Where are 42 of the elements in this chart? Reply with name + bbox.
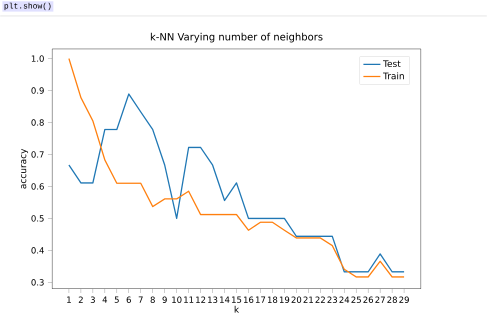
x-tick-label: 2 bbox=[78, 296, 83, 303]
x-tick-label: 11 bbox=[184, 296, 194, 303]
x-tick-label: 12 bbox=[196, 296, 206, 303]
x-tick-label: 20 bbox=[292, 296, 302, 304]
x-tick-label: 16 bbox=[244, 296, 254, 304]
x-tick-label: 3 bbox=[90, 296, 95, 304]
legend-label: Train bbox=[383, 72, 404, 80]
x-tick-label: 14 bbox=[220, 296, 230, 303]
y-tick-label: 0.6 bbox=[31, 183, 44, 190]
x-tick-label: 1 bbox=[67, 296, 71, 303]
x-tick-label: 7 bbox=[138, 296, 143, 303]
x-tick-label: 21 bbox=[304, 296, 313, 303]
x-tick-label: 13 bbox=[208, 296, 218, 304]
y-axis-title: accuracy bbox=[21, 148, 28, 189]
x-tick-label: 25 bbox=[351, 296, 361, 304]
x-tick-label: 18 bbox=[268, 296, 278, 304]
x-tick-label: 26 bbox=[363, 296, 374, 304]
x-tick-label: 9 bbox=[162, 296, 167, 304]
y-tick-label: 0.3 bbox=[31, 279, 44, 286]
x-tick-label: 22 bbox=[316, 296, 325, 303]
x-axis-title: k bbox=[234, 306, 240, 313]
x-tick-label: 10 bbox=[172, 296, 182, 304]
x-tick-label: 19 bbox=[280, 296, 290, 304]
y-tick-label: 0.5 bbox=[31, 215, 44, 222]
x-tick-label: 17 bbox=[256, 296, 266, 303]
x-tick-label: 28 bbox=[387, 296, 397, 304]
y-tick-label: 0.9 bbox=[31, 87, 44, 94]
y-tick-label: 1.0 bbox=[32, 55, 44, 62]
y-tick-label: 0.7 bbox=[31, 151, 44, 158]
x-tick-label: 8 bbox=[150, 296, 155, 304]
y-tick-label: 0.8 bbox=[31, 119, 44, 126]
x-tick-label: 4 bbox=[102, 296, 108, 303]
x-tick-label: 29 bbox=[399, 296, 409, 304]
x-tick-label: 24 bbox=[339, 296, 350, 303]
y-tick-label: 0.4 bbox=[31, 247, 44, 254]
x-tick-label: 23 bbox=[327, 296, 337, 304]
x-tick-label: 15 bbox=[232, 296, 242, 303]
x-tick-label: 27 bbox=[375, 296, 385, 303]
legend-label: Test bbox=[383, 60, 401, 68]
chart-title: k-NN Varying number of neighbors bbox=[150, 32, 323, 43]
x-tick-label: 6 bbox=[126, 296, 131, 304]
x-tick-label: 5 bbox=[114, 296, 119, 303]
